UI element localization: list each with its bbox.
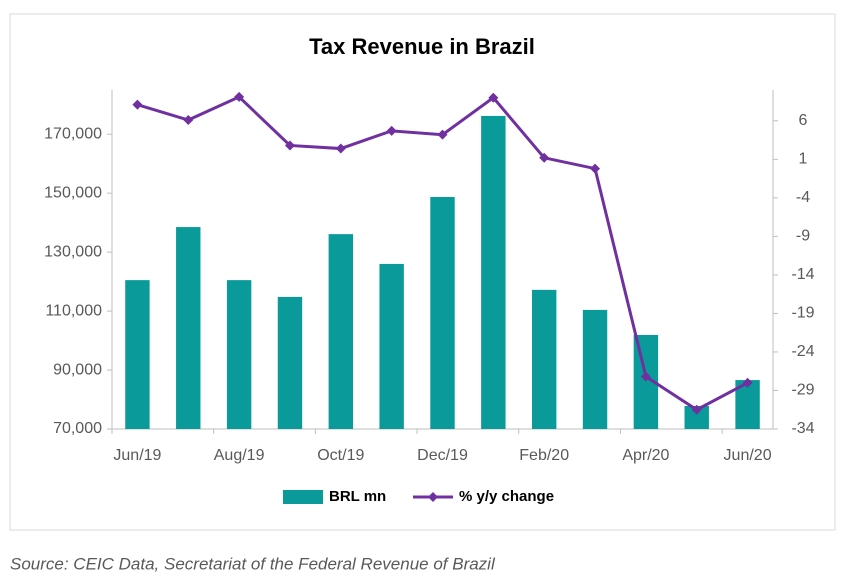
bar	[481, 115, 506, 430]
point	[234, 91, 245, 102]
y2-tick-label: -14	[791, 266, 814, 283]
point	[132, 99, 143, 110]
y-tick-label: 110,000	[45, 302, 102, 319]
bar	[226, 280, 252, 429]
x-tick-label: Oct/19	[317, 447, 364, 464]
legend-label: % y/y change	[459, 488, 554, 505]
point	[386, 125, 397, 136]
y-tick-label: 170,000	[44, 125, 102, 142]
point	[590, 163, 601, 174]
bar	[531, 289, 557, 429]
x-tick-label: Feb/20	[519, 447, 569, 464]
bar	[430, 197, 455, 429]
bar	[176, 227, 201, 429]
bar	[582, 309, 608, 429]
legend-label: BRL mn	[329, 488, 386, 505]
source-note: Source: CEIC Data, Secretariat of the Fe…	[10, 554, 496, 573]
point	[284, 140, 295, 151]
y2-tick-label: -19	[791, 305, 814, 322]
y2-tick-label: 6	[799, 112, 808, 129]
chart-title: Tax Revenue in Brazil	[309, 34, 535, 59]
y2-tick-label: -29	[791, 382, 814, 399]
y-tick-label: 150,000	[44, 184, 102, 201]
x-tick-label: Jun/20	[724, 447, 772, 464]
point	[335, 143, 346, 154]
bar	[277, 296, 303, 429]
y2-tick-label: 1	[799, 151, 808, 168]
bar	[684, 406, 709, 429]
y2-tick-label: -9	[796, 228, 810, 245]
y-tick-label: 130,000	[44, 243, 102, 260]
bar	[125, 280, 150, 429]
point	[488, 92, 499, 103]
x-tick-label: Dec/19	[417, 447, 468, 464]
y2-tick-label: -4	[796, 189, 810, 206]
x-tick-label: Jun/19	[113, 447, 161, 464]
bar	[328, 234, 354, 429]
x-tick-label: Aug/19	[214, 447, 265, 464]
bar	[379, 263, 404, 429]
point	[183, 115, 194, 126]
y-tick-label: 90,000	[53, 361, 102, 378]
y2-tick-label: -24	[791, 343, 814, 360]
x-tick-label: Apr/20	[622, 447, 669, 464]
point	[691, 404, 702, 415]
y-tick-label: 70,000	[53, 420, 102, 437]
point	[742, 377, 753, 388]
point	[437, 129, 448, 140]
legend-swatch	[283, 490, 323, 504]
chart-frame	[9, 13, 836, 531]
point	[640, 371, 651, 382]
legend-swatch	[428, 492, 438, 502]
y2-tick-label: -34	[791, 420, 814, 437]
point	[539, 152, 550, 163]
